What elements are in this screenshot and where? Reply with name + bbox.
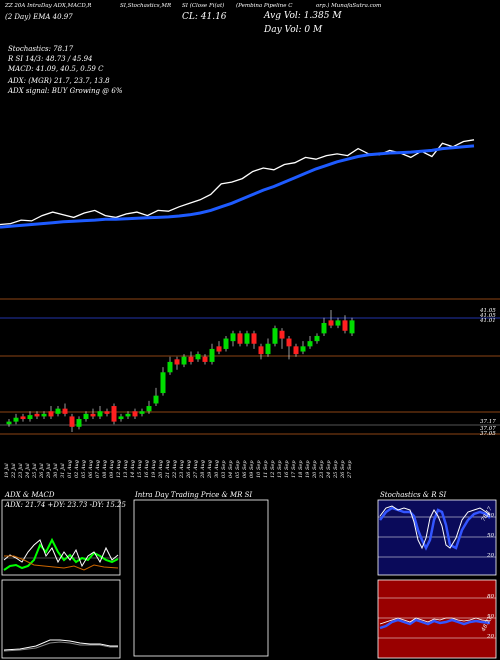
candle-body: [237, 333, 243, 344]
price-label-bottom-3: 37.05: [480, 431, 496, 437]
stoch-level-80: 80: [487, 513, 494, 519]
close-label: CL: 41.16: [182, 12, 227, 22]
candle-body: [307, 341, 313, 347]
candle-body: [314, 335, 320, 342]
candle-body: [279, 330, 285, 339]
adx-panel: [1, 499, 121, 576]
price-label-bottom-1: 37.17: [480, 419, 496, 425]
candle-body: [104, 411, 110, 414]
candle-body: [216, 346, 222, 352]
candles: [6, 310, 355, 432]
ema-label: (2 Day) EMA 40.97: [5, 13, 73, 21]
candle-body: [349, 320, 355, 334]
candle-body: [174, 359, 180, 365]
candle-body: [286, 338, 292, 347]
header-line1b: SI,Stochastics,MR: [120, 3, 172, 9]
candle-body: [195, 354, 201, 360]
candle-body: [167, 361, 173, 373]
stoch-white-line: [379, 505, 491, 550]
avg-vol-label: Avg Vol: 1.385 M: [264, 11, 342, 21]
candle-body: [62, 408, 68, 414]
candle-body: [27, 415, 33, 420]
candle-body: [90, 413, 96, 417]
macd-panel: [1, 579, 121, 659]
ema-line: [0, 144, 475, 229]
candle-body: [272, 328, 278, 344]
candle-body: [6, 421, 12, 425]
price-label-top-2: 41.05: [480, 313, 496, 319]
adx-label: ADX: (MGR) 21.7, 23.7, 13.8: [8, 77, 110, 85]
candle-body: [293, 346, 299, 355]
intra-panel-title: Intra Day Trading Price & MR SI: [135, 491, 253, 499]
candle-body: [335, 320, 341, 326]
candle-body: [265, 343, 271, 355]
candle-body: [125, 413, 131, 417]
rsi-level-20: 20: [487, 634, 494, 640]
candle-body: [111, 406, 117, 422]
intra-panel: [133, 499, 269, 657]
adx-orange-line: [4, 555, 119, 571]
candle-body: [76, 419, 82, 427]
candle-body: [251, 333, 257, 344]
header-line1d: (Pembina Pipeline C: [236, 3, 293, 9]
candle-body: [188, 356, 194, 362]
price-label-bottom-2: 37.07: [480, 426, 496, 432]
day-vol-label: Day Vol: 0 M: [264, 25, 323, 35]
candle-body: [230, 333, 236, 342]
candle-body: [244, 333, 250, 344]
candle-body: [223, 338, 229, 349]
candle-body: [202, 356, 208, 362]
adx-values: ADX: 21.74 +DY: 23.73 -DY: 15.25: [5, 501, 126, 509]
candle-body: [97, 411, 103, 417]
candle-body: [13, 417, 19, 422]
candle-body: [153, 395, 159, 404]
header-line1c: SI (Close Fi(at): [182, 3, 225, 9]
rsi-level-50: 50: [487, 614, 494, 620]
macd-line: [3, 639, 118, 651]
rsi-white-line: [379, 617, 491, 625]
candle-body: [69, 416, 75, 427]
candle-body: [20, 416, 26, 420]
candle-body: [132, 411, 138, 417]
adx-signal-label: ADX signal: BUY Growing @ 6%: [8, 87, 123, 95]
candle-body: [258, 346, 264, 355]
macd-signal-line: [3, 641, 118, 652]
adx-white-line: [3, 539, 119, 568]
candle-body: [139, 411, 145, 414]
candle-body: [328, 320, 334, 326]
rsi-label: R SI 14/3: 48.73 / 45.94: [8, 55, 93, 63]
candle-body: [55, 408, 61, 414]
stoch-level-50: 50: [487, 533, 494, 539]
candle-body: [118, 416, 124, 420]
header-line1e: orp.) MunafaSutra.com: [316, 3, 382, 9]
rsi-blue-line: [379, 618, 491, 630]
adx-green-line: [3, 537, 119, 571]
candle-body: [300, 346, 306, 352]
stoch-blue-line: [379, 506, 491, 551]
price-label-top-3: 41.01: [480, 318, 496, 324]
adx-panel-title: ADX & MACD: [5, 491, 55, 499]
candle-body: [209, 348, 215, 362]
candle-body: [160, 372, 166, 394]
candle-body: [146, 406, 152, 412]
candle-body: [342, 320, 348, 331]
macd-label: MACD: 41.09, 40.5, 0.59 C: [8, 65, 104, 73]
stoch-panel-title: Stochastics & R SI: [380, 491, 447, 499]
candle-body: [48, 411, 54, 417]
header-line1: ZZ 20A IntraDay ADX,MACD,R: [5, 3, 92, 9]
stoch-label: Stochastics: 78.17: [8, 45, 74, 53]
stoch-level-20: 20: [487, 553, 494, 559]
candle-body: [321, 322, 327, 334]
price-label-top-1: 41.05: [480, 308, 496, 314]
candle-body: [41, 413, 47, 417]
candle-body: [34, 413, 40, 417]
candle-body: [83, 413, 89, 420]
candle-body: [181, 356, 187, 365]
rsi-level-80: 80: [487, 594, 494, 600]
